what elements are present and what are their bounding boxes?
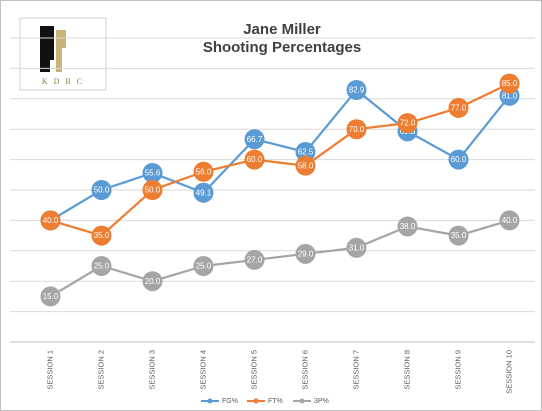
x-tick-label: SESSION 1 — [45, 350, 54, 390]
data-point — [91, 180, 112, 200]
data-point — [397, 113, 418, 134]
data-label: 60.0 — [247, 155, 263, 164]
data-point — [346, 119, 367, 140]
data-point — [346, 237, 367, 258]
legend-label: FT% — [268, 398, 283, 405]
data-label: 29.0 — [298, 249, 314, 258]
data-point — [193, 182, 214, 203]
data-label: 58.0 — [298, 161, 314, 170]
data-label: 31.0 — [349, 243, 365, 252]
data-label: 60.0 — [451, 155, 467, 164]
data-label: 55.6 — [145, 169, 161, 178]
data-label: 56.0 — [196, 167, 212, 176]
x-tick-label: SESSION 2 — [96, 350, 105, 390]
data-label: 72.0 — [400, 119, 416, 128]
data-point — [91, 225, 112, 246]
data-point — [295, 155, 316, 176]
legend-label: 3P% — [314, 398, 329, 405]
series-line — [50, 82, 510, 237]
chart-title: Jane Miller — [243, 21, 321, 38]
data-point — [448, 97, 469, 118]
data-point — [193, 161, 214, 182]
data-point — [295, 142, 316, 162]
data-label: 20.0 — [145, 277, 161, 286]
data-label: 49.1 — [196, 188, 212, 197]
x-tick-label: SESSION 9 — [453, 350, 462, 390]
legend-label: FG% — [222, 398, 238, 405]
data-label: 62.5 — [298, 148, 314, 157]
x-tick-label: SESSION 8 — [402, 350, 411, 390]
data-point — [40, 210, 61, 231]
logo-text: K D B C — [42, 77, 84, 86]
data-label: 70.0 — [349, 125, 365, 134]
series-line — [49, 219, 510, 298]
chart-subtitle: Shooting Percentages — [203, 39, 361, 56]
x-tick-label: SESSION 10 — [504, 350, 513, 394]
data-point — [448, 149, 469, 170]
data-label: 77.0 — [451, 104, 467, 113]
data-label: 25.0 — [94, 262, 110, 271]
logo-shape — [56, 30, 66, 72]
data-point — [142, 162, 163, 183]
data-point — [40, 286, 61, 307]
logo: K D B C — [19, 17, 107, 91]
x-tick-label: SESSION 6 — [300, 350, 309, 390]
data-point — [142, 271, 163, 292]
data-label: 35.0 — [94, 231, 110, 240]
data-point — [499, 210, 520, 231]
data-label: 85.0 — [502, 79, 518, 88]
data-point — [499, 73, 520, 94]
data-point — [91, 256, 112, 276]
data-label: 50.0 — [145, 186, 161, 195]
data-label: 66.7 — [247, 135, 263, 144]
data-label: 40.0 — [502, 216, 518, 225]
data-point — [244, 249, 265, 270]
x-tick-label: SESSION 4 — [198, 350, 207, 390]
legend-swatch — [299, 398, 305, 404]
data-label: 35.0 — [451, 231, 467, 240]
data-point — [397, 216, 418, 237]
data-label: 50.0 — [94, 186, 110, 195]
legend-swatch — [253, 398, 259, 404]
x-tick-label: SESSION 7 — [351, 350, 360, 390]
legend-swatch — [207, 398, 213, 404]
x-tick-label: SESSION 5 — [249, 350, 258, 390]
data-label: 15.0 — [43, 292, 59, 301]
data-label: 27.0 — [247, 256, 263, 265]
series-line — [49, 88, 511, 222]
data-label: 40.0 — [43, 216, 59, 225]
x-tick-label: SESSION 3 — [147, 350, 156, 390]
data-point — [193, 256, 214, 276]
data-label: 82.9 — [349, 86, 365, 95]
data-label: 38.0 — [400, 222, 416, 231]
data-label: 25.0 — [196, 262, 212, 271]
data-label: 81.0 — [502, 91, 518, 100]
data-point — [244, 129, 265, 150]
data-point — [448, 225, 469, 246]
data-point — [142, 180, 163, 200]
data-point — [244, 149, 265, 170]
data-point — [295, 243, 316, 264]
data-point — [346, 79, 367, 100]
